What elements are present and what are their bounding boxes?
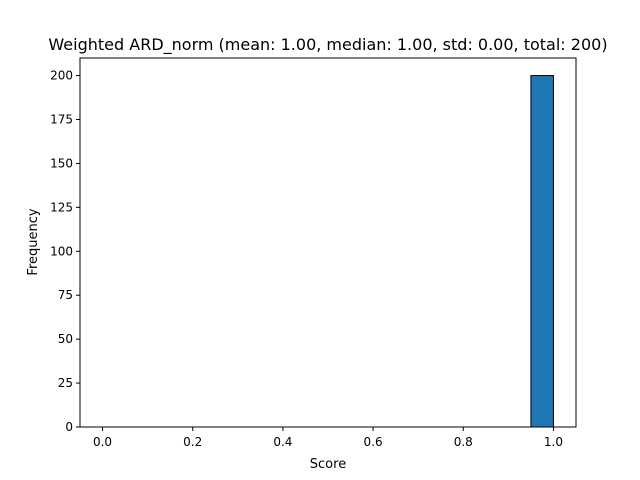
y-axis-ticks: 0 25 50 75 100 125 150 175 200 <box>50 69 80 434</box>
x-tick-label-0: 0.0 <box>93 435 112 449</box>
plot-frame <box>79 57 577 428</box>
x-tick-label-1: 0.2 <box>183 435 202 449</box>
y-tick-label-4: 100 <box>50 244 73 258</box>
y-tick-label-5: 125 <box>50 200 73 214</box>
chart-title: Weighted ARD_norm (mean: 1.00, median: 1… <box>48 35 607 55</box>
y-tick-label-1: 25 <box>58 376 73 390</box>
histogram-bar-0 <box>530 75 554 428</box>
y-tick-label-6: 150 <box>50 156 73 170</box>
y-tick-label-7: 175 <box>50 113 73 127</box>
x-axis-ticks: 0.0 0.2 0.4 0.6 0.8 1.0 <box>93 427 563 449</box>
x-tick-label-2: 0.4 <box>273 435 292 449</box>
x-tick-label-3: 0.6 <box>364 435 383 449</box>
y-tick-label-8: 200 <box>50 69 73 83</box>
y-tick-label-0: 0 <box>65 420 73 434</box>
plot-area: 0.0 0.2 0.4 0.6 0.8 1.0 0 25 50 75 100 125 150 175 20… <box>50 57 577 449</box>
plot-background <box>80 58 576 427</box>
x-tick-label-5: 1.0 <box>544 435 563 449</box>
y-axis-label: Frequency <box>26 208 41 275</box>
x-tick-label-4: 0.8 <box>454 435 473 449</box>
x-axis-label: Score <box>310 457 346 472</box>
y-tick-label-3: 75 <box>58 288 73 302</box>
bars-group <box>530 75 554 428</box>
y-tick-label-2: 50 <box>58 332 73 346</box>
